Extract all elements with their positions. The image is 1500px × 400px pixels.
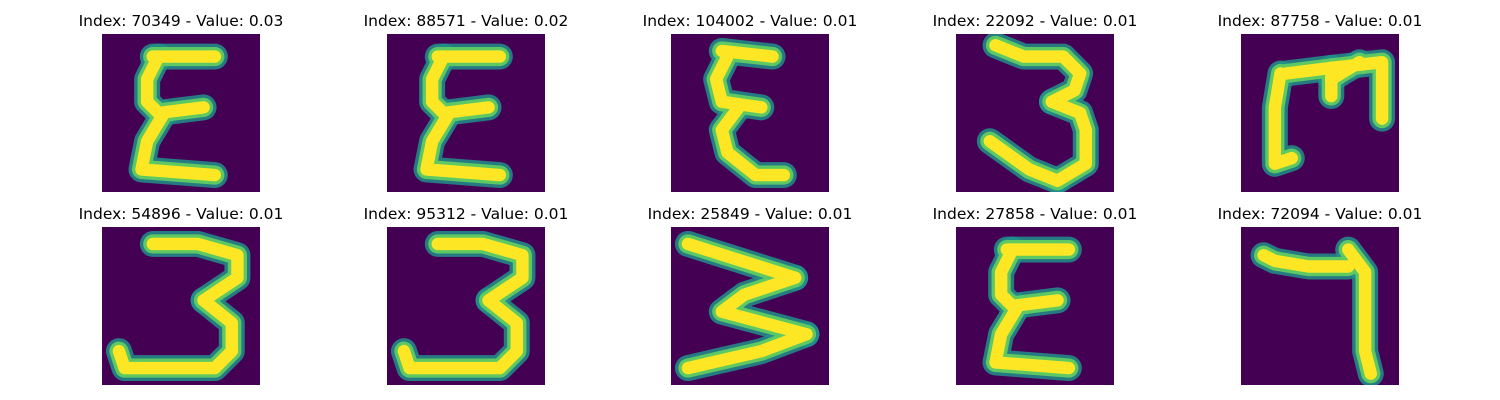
panel-title: Index: 27858 - Value: 0.01 [932,205,1138,223]
glyph-stroke [983,135,1064,187]
glyph-stroke [1342,243,1377,380]
panel-title: Index: 87758 - Value: 0.01 [1217,12,1423,30]
glyph-stroke [1325,56,1366,86]
glyph-stroke [146,237,244,307]
panel-title: Index: 54896 - Value: 0.01 [78,205,284,223]
glyph-stroke [681,328,813,375]
glyph-stroke [1268,67,1298,170]
glyph-stroke [715,271,813,341]
glyph-image [1241,227,1399,385]
glyph-image [102,227,260,385]
panel-title: Index: 22092 - Value: 0.01 [932,12,1138,30]
glyph-stroke [681,237,802,284]
glyph-stroke [1045,95,1092,187]
glyph-image [671,227,829,385]
panel-title: Index: 25849 - Value: 0.01 [647,205,853,223]
panel-title: Index: 72094 - Value: 0.01 [1217,205,1423,223]
glyph-stroke [420,106,507,182]
glyph-image [387,34,545,192]
glyph-stroke [397,294,523,375]
glyph-stroke [425,50,495,120]
glyph-image [956,227,1114,385]
glyph-stroke [715,101,791,182]
panel-title: Index: 88571 - Value: 0.02 [363,12,569,30]
glyph-image [671,34,829,192]
glyph-stroke [135,106,222,182]
glyph-stroke [112,294,238,375]
glyph-stroke [140,50,210,120]
panel-title: Index: 104002 - Value: 0.01 [642,12,858,30]
glyph-stroke [994,243,1064,313]
panel-title: Index: 70349 - Value: 0.03 [78,12,284,30]
glyph-stroke [1257,249,1355,273]
glyph-stroke [431,237,529,307]
glyph-image [1241,34,1399,192]
glyph-image [102,34,260,192]
glyph-stroke [989,299,1076,375]
panel-title: Index: 95312 - Value: 0.01 [363,205,569,223]
glyph-image [956,34,1114,192]
glyph-image [387,227,545,385]
glyph-stroke [989,39,1087,108]
